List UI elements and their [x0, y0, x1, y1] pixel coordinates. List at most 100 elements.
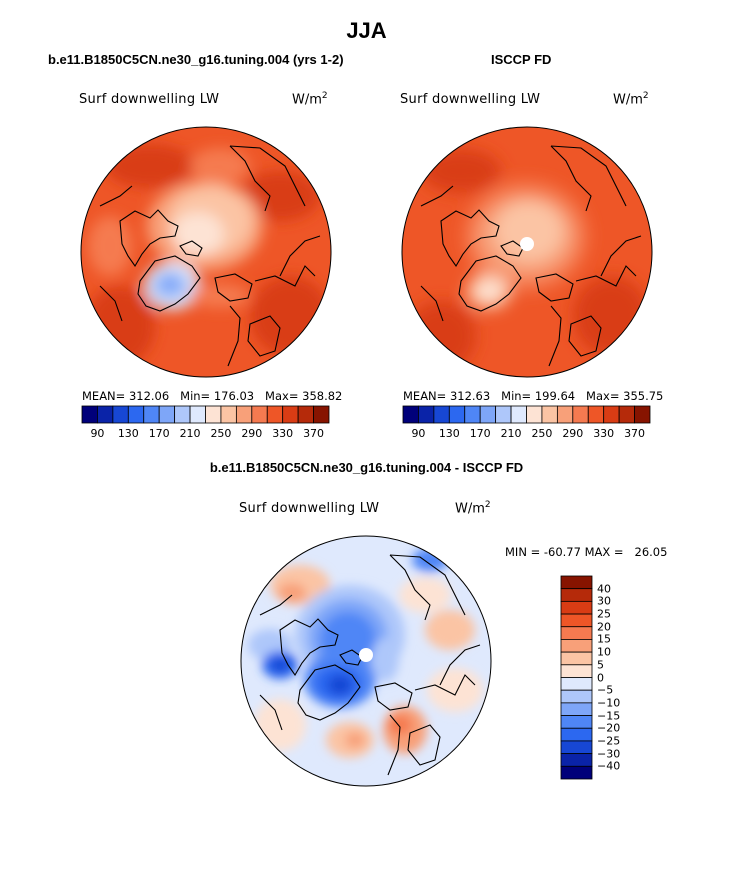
colorbar-tick-label: 130 — [117, 427, 139, 440]
colorbar-swatch — [158, 405, 176, 424]
colorbar-swatch — [174, 405, 191, 424]
colorbar-swatch — [479, 405, 497, 424]
map-boundary — [80, 126, 332, 378]
colorbar-tick-label: 10 — [597, 645, 611, 659]
colorbar-tick-label: 370 — [624, 427, 646, 440]
warm-anomaly-patch — [240, 171, 320, 221]
colorbar-swatch — [81, 405, 98, 424]
colorbar-swatch — [189, 405, 206, 424]
field-patch — [172, 212, 224, 256]
colorbar-tick-label: 90 — [90, 427, 105, 440]
colorbar-swatch — [526, 405, 543, 424]
colorbar-swatch — [560, 715, 593, 729]
colorbar-tick-label: 330 — [272, 427, 294, 440]
model-colorbar — [81, 405, 330, 424]
colorbar-swatch — [560, 575, 593, 590]
warm-anomaly-patch — [105, 144, 195, 188]
colorbar-swatch — [560, 765, 593, 780]
obs-colorbar — [402, 405, 651, 424]
colorbar-swatch — [560, 727, 593, 742]
colorbar-tick-label: −30 — [597, 747, 621, 761]
colorbar-swatch — [143, 405, 160, 424]
diff-units-label: W/m2 — [455, 500, 491, 517]
colorbar-tick-label: 210 — [179, 427, 201, 440]
negative-anomaly-patch — [371, 638, 399, 682]
colorbar-swatch — [112, 405, 129, 424]
colorbar-tick-label: −20 — [597, 721, 621, 735]
colorbar-tick-label: −25 — [597, 734, 621, 748]
colorbar-tick-label: 290 — [562, 427, 584, 440]
obs-polar-map — [401, 126, 653, 378]
colorbar-swatch — [433, 405, 450, 424]
colorbar-tick-label: 130 — [438, 427, 460, 440]
colorbar-swatch — [560, 626, 593, 640]
obs-panel-title: ISCCP FD — [491, 52, 552, 67]
colorbar-swatch — [510, 405, 527, 424]
colorbar-swatch — [495, 405, 512, 424]
colorbar-swatch — [560, 639, 593, 653]
colorbar-tick-label: 30 — [597, 594, 611, 608]
colorbar-tick-label: 250 — [210, 427, 232, 440]
coastlines — [420, 145, 642, 367]
colorbar-swatch — [205, 405, 222, 424]
colorbar-swatch — [541, 405, 558, 424]
colorbar-tick-label: 170 — [148, 427, 170, 440]
colorbar-tick-label: 330 — [593, 427, 615, 440]
negative-anomaly-patch — [271, 658, 289, 672]
diff-colorbar — [560, 575, 593, 780]
colorbar-swatch — [560, 613, 593, 628]
colorbar-tick-label: 250 — [531, 427, 553, 440]
colorbar-tick-label: 290 — [241, 427, 263, 440]
colorbar-swatch — [560, 600, 593, 615]
model-colorbar-labels: 90 130 170 210 250 290 330 370 — [82, 427, 329, 441]
warm-anomaly-patch — [85, 286, 155, 366]
colorbar-swatch — [127, 405, 145, 424]
obs-colorbar-labels: 90 130 170 210 250 290 330 370 — [403, 427, 650, 441]
positive-anomaly-patch — [278, 583, 306, 603]
positive-anomaly-patch — [345, 732, 365, 748]
colorbar-tick-label: −15 — [597, 709, 621, 723]
colorbar-swatch — [560, 702, 593, 716]
colorbar-swatch — [560, 753, 593, 767]
positive-anomaly-patch — [425, 610, 475, 650]
positive-anomaly-patch — [427, 668, 483, 712]
colorbar-tick-label: 20 — [597, 620, 611, 634]
colorbar-swatch — [603, 405, 620, 424]
field-patch — [190, 284, 250, 308]
colorbar-tick-label: 170 — [469, 427, 491, 440]
obs-units-label: W/m2 — [613, 91, 649, 108]
colorbar-tick-label: 210 — [500, 427, 522, 440]
colorbar-tick-label: −40 — [597, 759, 621, 773]
colorbar-swatch — [560, 651, 593, 666]
colorbar-tick-label: 370 — [303, 427, 325, 440]
colorbar-swatch — [402, 405, 419, 424]
diff-panel-title: b.e11.B1850C5CN.ne30_g16.tuning.004 - IS… — [209, 460, 524, 475]
colorbar-swatch — [587, 405, 605, 424]
obs-stats: MEAN= 312.63 Min= 199.64 Max= 355.75 — [403, 389, 664, 403]
colorbar-swatch — [560, 689, 593, 704]
colorbar-tick-label: −5 — [597, 683, 614, 697]
colorbar-swatch — [572, 405, 589, 424]
colorbar-swatch — [618, 405, 635, 424]
colorbar-swatch — [297, 405, 314, 424]
colorbar-tick-label: 90 — [411, 427, 426, 440]
colorbar-tick-label: 40 — [597, 582, 611, 596]
colorbar-swatch — [634, 405, 651, 424]
obs-variable-label: Surf downwelling LW — [400, 92, 541, 107]
map-boundary — [240, 535, 492, 787]
colorbar-swatch — [220, 405, 237, 424]
colorbar-tick-label: 0 — [597, 671, 604, 684]
colorbar-swatch — [97, 405, 114, 424]
figure-title: JJA — [346, 18, 387, 43]
diff-stats: MIN = -60.77 MAX = 26.05 — [505, 545, 668, 559]
missing-data-polar-hole — [359, 648, 373, 662]
colorbar-tick-label: 15 — [597, 632, 611, 646]
map-boundary — [401, 126, 653, 378]
colorbar-tick-label: 25 — [597, 607, 611, 621]
negative-anomaly-patch — [328, 675, 352, 695]
colorbar-swatch — [418, 405, 435, 424]
colorbar-swatch — [235, 405, 253, 424]
coastlines — [259, 554, 481, 776]
colorbar-swatch — [560, 664, 593, 678]
colorbar-swatch — [313, 405, 330, 424]
